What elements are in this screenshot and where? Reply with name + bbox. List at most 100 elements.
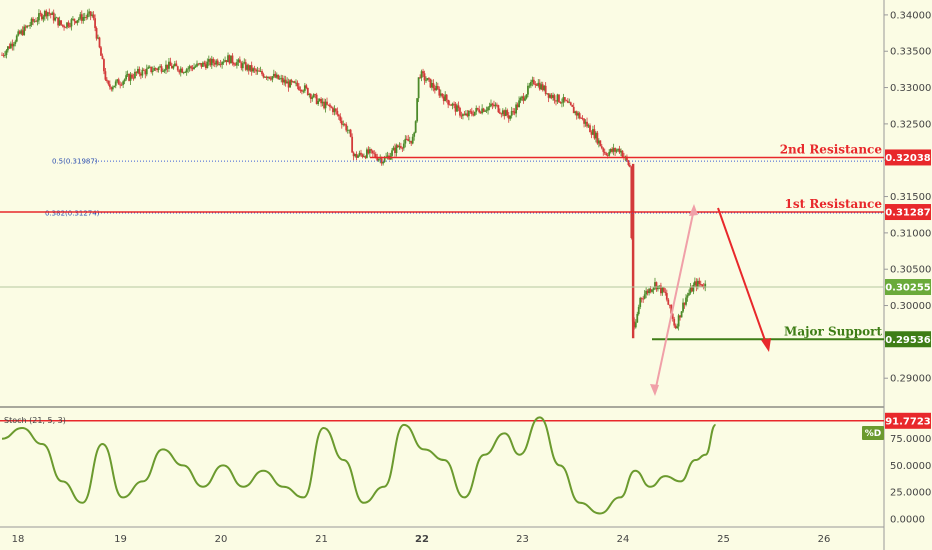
candle-body xyxy=(380,158,383,164)
candle-body xyxy=(340,120,343,125)
candle-body xyxy=(349,129,352,137)
candle-body xyxy=(138,68,141,75)
time-tick-label: 22 xyxy=(415,534,429,545)
candle-body xyxy=(485,110,488,112)
candle-body xyxy=(267,76,269,78)
candle-body xyxy=(38,13,40,21)
candle-body xyxy=(35,20,37,22)
candle-body xyxy=(233,62,235,65)
candle-body xyxy=(501,110,504,115)
candle-body xyxy=(457,105,460,108)
candle-body xyxy=(438,88,441,96)
candle-body xyxy=(677,315,680,327)
candle-body xyxy=(645,290,648,295)
candle-body xyxy=(490,103,492,107)
candle-body xyxy=(691,287,693,292)
time-tick-label: 21 xyxy=(315,534,328,545)
candle-body xyxy=(305,85,308,88)
candle-body xyxy=(241,63,244,69)
candle-body xyxy=(589,125,591,133)
candle-body xyxy=(159,66,161,68)
candle-body xyxy=(327,104,330,106)
candle-body xyxy=(333,108,336,113)
candle-body xyxy=(110,87,113,90)
candle-body xyxy=(428,78,430,79)
candle-body xyxy=(519,98,522,101)
candle-body xyxy=(162,71,164,73)
candle-body xyxy=(157,67,160,71)
candle-body xyxy=(295,82,297,84)
stoch-d-badge[interactable]: %D xyxy=(862,426,884,440)
candle-body xyxy=(131,74,133,78)
candle-body xyxy=(674,325,677,329)
candle-body xyxy=(580,118,583,119)
candle-body xyxy=(463,114,466,116)
candle-body xyxy=(128,74,130,81)
candle-body xyxy=(85,17,88,18)
major-support-badge[interactable]: 0.29536 xyxy=(885,331,931,348)
candle-body xyxy=(51,12,54,15)
candle-body xyxy=(230,55,232,64)
candle-body xyxy=(277,74,280,80)
candle-body xyxy=(599,140,602,147)
candle-body xyxy=(49,13,52,15)
candle-body xyxy=(61,24,64,26)
candle-body xyxy=(419,77,421,79)
candle-body xyxy=(534,84,537,85)
stoch-tick-label: 75.0000 xyxy=(890,434,931,445)
candle-body xyxy=(566,100,569,103)
candle-body xyxy=(525,94,528,99)
candle-body xyxy=(289,80,291,88)
candle-body xyxy=(513,111,516,114)
candle-body xyxy=(422,71,424,74)
candle-body xyxy=(246,65,249,70)
candle-body xyxy=(442,96,445,102)
candle-body xyxy=(680,311,683,318)
candle-body xyxy=(620,150,622,153)
candle-body xyxy=(587,125,590,127)
candle-body xyxy=(470,111,473,115)
candle-body xyxy=(342,124,345,125)
candle-body xyxy=(618,148,621,153)
candle-body xyxy=(172,65,175,69)
candle-body xyxy=(529,82,532,86)
candle-body xyxy=(345,124,348,131)
candle-body xyxy=(269,78,272,80)
candle-body xyxy=(507,115,510,119)
candle-body xyxy=(426,78,429,81)
time-tick-label: 25 xyxy=(717,534,730,545)
candle-body xyxy=(614,148,617,152)
stoch-axis[interactable]: 75.0000 50.0000 25.0000 0.0000 xyxy=(890,434,931,525)
candle-body xyxy=(540,84,543,90)
candle-body xyxy=(227,55,229,63)
candle-body xyxy=(55,17,58,19)
candle-body xyxy=(264,76,266,78)
stoch-level-badge[interactable]: 91.7723 xyxy=(885,412,931,429)
price-axis[interactable]: 0.340000.335000.330000.325000.320000.315… xyxy=(884,10,931,385)
candle-body xyxy=(583,118,585,124)
current-price-badge[interactable]: 0.30255 xyxy=(885,279,931,296)
candle-body xyxy=(321,101,324,104)
candle-body xyxy=(606,155,609,156)
candle-body xyxy=(69,26,71,28)
candle-body xyxy=(367,149,370,154)
candle-body xyxy=(202,62,204,67)
candle-body xyxy=(646,290,649,294)
candle-body xyxy=(676,326,679,329)
candle-body xyxy=(459,107,461,116)
candle-body xyxy=(153,68,156,71)
price-tick-label: 0.32500 xyxy=(890,119,931,130)
time-axis[interactable]: 18 19 20 21 22 23 24 25 26 xyxy=(12,534,831,545)
candle-body xyxy=(673,318,676,326)
candle-body xyxy=(473,111,476,116)
candle-body xyxy=(262,74,265,78)
candle-body xyxy=(253,68,256,70)
candle-body xyxy=(479,112,482,114)
candle-body xyxy=(11,43,14,47)
candle-body xyxy=(696,280,699,288)
time-tick-label: 20 xyxy=(215,534,228,545)
first-resistance-badge[interactable]: 0.31287 xyxy=(885,204,931,221)
candle-body xyxy=(326,101,328,105)
candle-body xyxy=(1,54,3,56)
second-resistance-badge[interactable]: 0.32038 xyxy=(885,149,931,166)
